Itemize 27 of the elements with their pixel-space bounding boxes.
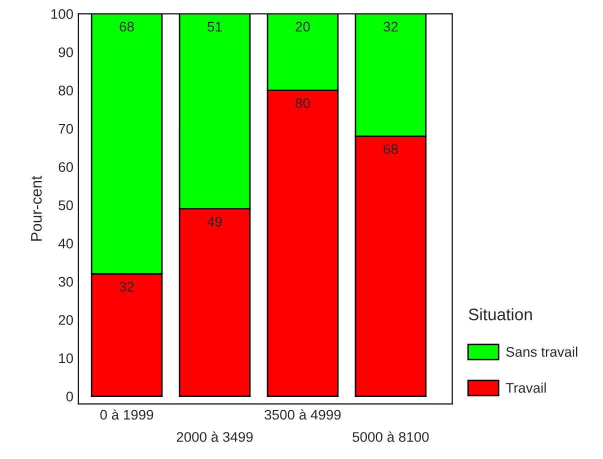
data-label: 80	[296, 98, 310, 108]
data-label: 51	[208, 22, 222, 32]
y-tick-label: 60	[58, 162, 73, 172]
data-label: 32	[120, 282, 134, 292]
y-tick-label: 10	[59, 353, 73, 364]
y-tick-label: 100	[51, 9, 73, 19]
y-tick-label: 40	[58, 238, 73, 248]
y-tick-label: 80	[58, 86, 73, 96]
y-axis-title: Pour-cent	[31, 176, 42, 241]
y-tick-label: 90	[58, 47, 73, 58]
data-label: 68	[120, 22, 134, 32]
y-tick-label: 70	[58, 124, 73, 134]
legend-label: Travail	[506, 382, 546, 393]
x-tick-label: 3500 à 4999	[264, 409, 341, 420]
y-tick-label: 50	[58, 200, 73, 210]
data-label: 20	[296, 22, 310, 32]
data-label: 49	[207, 216, 222, 227]
y-tick-label: 30	[58, 276, 73, 287]
y-tick-label: 0	[66, 392, 73, 402]
x-tick-label: 5000 à 8100	[352, 432, 429, 442]
legend-label: Sans travail	[506, 346, 578, 357]
data-label: 68	[384, 144, 398, 154]
x-tick-label: 0 à 1999	[100, 409, 154, 420]
data-label: 32	[383, 22, 398, 32]
y-tick-label: 20	[58, 315, 73, 325]
x-tick-label: 2000 à 3499	[176, 432, 253, 442]
legend-title: Situation	[468, 308, 532, 320]
